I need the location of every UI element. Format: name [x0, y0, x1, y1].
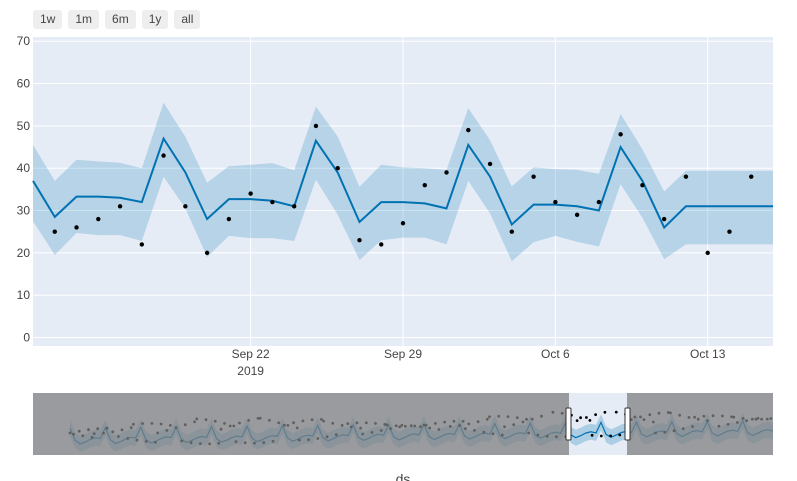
observed-point [510, 230, 514, 234]
y-tick-label: 70 [17, 34, 31, 48]
slider-point [576, 419, 579, 422]
slider-point [600, 435, 603, 438]
observed-point [662, 217, 666, 221]
observed-point [640, 183, 644, 187]
x-tick-label: Oct 13 [690, 347, 726, 361]
y-tick-label: 0 [23, 331, 30, 345]
observed-point [379, 242, 383, 246]
range-slider-shade-right [627, 393, 773, 455]
observed-point [205, 251, 209, 255]
observed-point [74, 225, 78, 229]
slider-point [618, 434, 621, 437]
y-tick-label: 10 [17, 288, 31, 302]
slider-point [579, 416, 582, 419]
observed-point [357, 238, 361, 242]
x-tick-label: Sep 22 [232, 347, 270, 361]
slider-point [615, 411, 618, 414]
observed-point [161, 153, 165, 157]
observed-point [444, 170, 448, 174]
slider-point [585, 416, 588, 419]
observed-point [684, 174, 688, 178]
y-tick-label: 30 [17, 204, 31, 218]
y-tick-label: 60 [17, 77, 31, 91]
y-tick-label: 20 [17, 246, 31, 260]
slider-point [609, 435, 612, 438]
observed-point [401, 221, 405, 225]
observed-point [53, 230, 57, 234]
slider-point [591, 434, 594, 437]
x-axis: Sep 22 2019 Sep 29 Oct 6 Oct 13 [232, 347, 726, 378]
observed-point [248, 191, 252, 195]
x-tick-label: Oct 6 [541, 347, 570, 361]
y-tick-label: 50 [17, 119, 31, 133]
observed-point [336, 166, 340, 170]
observed-point [553, 200, 557, 204]
slider-point [594, 413, 597, 416]
range-slider-handle-right[interactable] [625, 408, 630, 440]
observed-point [575, 213, 579, 217]
x-tick-label: Sep 29 [384, 347, 422, 361]
observed-point [118, 204, 122, 208]
observed-point [488, 162, 492, 166]
observed-point [597, 200, 601, 204]
observed-point [270, 200, 274, 204]
observed-point [466, 128, 470, 132]
observed-point [727, 230, 731, 234]
observed-point [314, 124, 318, 128]
range-slider[interactable] [33, 393, 773, 455]
observed-point [227, 217, 231, 221]
observed-point [423, 183, 427, 187]
observed-point [140, 242, 144, 246]
observed-point [618, 132, 622, 136]
observed-point [96, 217, 100, 221]
x-axis-title: ds [396, 471, 411, 481]
observed-point [706, 251, 710, 255]
observed-point [749, 174, 753, 178]
slider-point [589, 419, 592, 422]
range-slider-handle-left[interactable] [566, 408, 571, 440]
x-tick-sublabel: 2019 [237, 364, 264, 378]
observed-point [292, 204, 296, 208]
y-axis: 0 10 20 30 40 50 60 70 [17, 34, 31, 344]
range-slider-shade-left [33, 393, 569, 455]
y-tick-label: 40 [17, 161, 31, 175]
slider-point [604, 411, 607, 414]
observed-point [531, 174, 535, 178]
observed-point [183, 204, 187, 208]
